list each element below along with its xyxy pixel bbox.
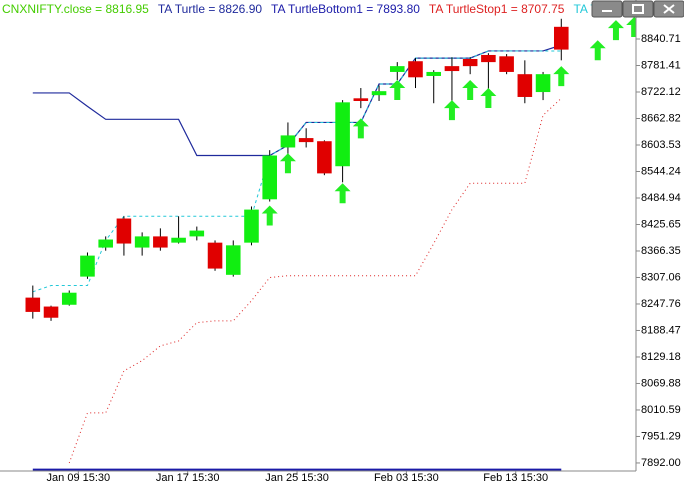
y-tick-label: 8069.88 — [641, 377, 681, 389]
y-tick-label: 8544.24 — [641, 165, 681, 177]
signal-arrow — [462, 79, 479, 100]
candle-body — [371, 91, 387, 96]
maximize-icon — [632, 4, 644, 14]
signal-arrow — [553, 66, 570, 87]
candle-body — [207, 242, 223, 269]
candle-body — [481, 54, 496, 63]
candle-body — [189, 230, 205, 237]
candle-body — [298, 138, 314, 143]
candle-body — [426, 71, 442, 76]
y-tick-label: 8662.82 — [641, 112, 681, 124]
candle-body — [98, 239, 113, 248]
candle-body — [171, 237, 186, 243]
y-tick-label: 8010.59 — [641, 404, 681, 416]
legend-entry: TA TurtleBottom1 = 7893.80 — [271, 2, 420, 16]
close-icon — [663, 4, 675, 14]
candle-body — [61, 292, 77, 305]
x-tick-label: Jan 09 15:30 — [47, 472, 111, 484]
y-tick-label: 8781.41 — [641, 59, 681, 71]
signal-arrow — [607, 20, 624, 41]
signal-arrow — [626, 16, 636, 37]
y-tick-label: 8603.53 — [641, 139, 681, 151]
candle-body — [462, 58, 478, 67]
signal-arrow — [334, 183, 351, 204]
candle-body — [444, 66, 460, 72]
candle-body — [116, 218, 132, 244]
y-tick-label: 8840.71 — [641, 33, 681, 45]
legend-entry: TA Turtle = 8826.90 — [158, 2, 263, 16]
y-tick-label: 8129.18 — [641, 351, 681, 363]
x-tick-label: Jan 17 15:30 — [156, 472, 220, 484]
candle-body — [553, 26, 569, 50]
signal-arrow — [352, 118, 369, 139]
candle-body — [335, 102, 350, 167]
x-tick-label: Feb 03 15:30 — [374, 472, 439, 484]
legend-entry: CNXNIFTY.close = 8816.95 — [2, 2, 149, 16]
candle-body — [499, 56, 514, 72]
candle-body — [535, 74, 551, 93]
legend-entry: TA TurtleStop1 = 8707.75 — [429, 2, 565, 16]
candle-body — [317, 141, 332, 174]
y-tick-label: 8425.65 — [641, 218, 681, 230]
window-buttons[interactable] — [591, 0, 684, 18]
candle-body — [244, 209, 259, 243]
maximize-button[interactable] — [622, 0, 654, 18]
minimize-icon — [602, 10, 612, 12]
y-tick-label: 8247.76 — [641, 298, 681, 310]
candle-body — [280, 135, 296, 148]
candle-body — [134, 236, 150, 248]
plot-area — [25, 16, 636, 471]
indicator-line — [32, 50, 562, 293]
y-tick-label: 7951.29 — [641, 430, 681, 442]
y-tick-label: 7892.00 — [641, 457, 681, 469]
candle-body — [25, 297, 41, 312]
y-tick-label: 8366.35 — [641, 245, 681, 257]
candle-body — [43, 306, 59, 318]
candle-body — [517, 74, 533, 97]
candle-body — [153, 236, 168, 248]
signal-arrow — [443, 100, 460, 121]
x-tick-label: Feb 13 15:30 — [483, 472, 548, 484]
candle-body — [262, 155, 277, 200]
candle-body — [389, 66, 405, 72]
y-tick-label: 8722.12 — [641, 86, 681, 98]
indicator-line — [68, 97, 562, 464]
candle-body — [408, 61, 423, 78]
y-tick-label: 8307.06 — [641, 271, 681, 283]
signal-arrow — [480, 88, 497, 109]
legend: CNXNIFTY.close = 8816.95 TA Turtle = 8826… — [2, 2, 646, 16]
minimize-button[interactable] — [591, 0, 623, 18]
x-tick-label: Jan 25 15:30 — [265, 472, 329, 484]
candle-body — [353, 98, 369, 101]
signal-arrow — [261, 205, 278, 226]
y-tick-label: 8188.47 — [641, 324, 681, 336]
y-tick-label: 8484.94 — [641, 192, 681, 204]
signal-arrow — [389, 79, 406, 100]
signal-arrow — [279, 153, 296, 174]
signal-arrow — [589, 40, 606, 61]
candle-body — [80, 255, 95, 277]
candle-body — [225, 245, 241, 275]
